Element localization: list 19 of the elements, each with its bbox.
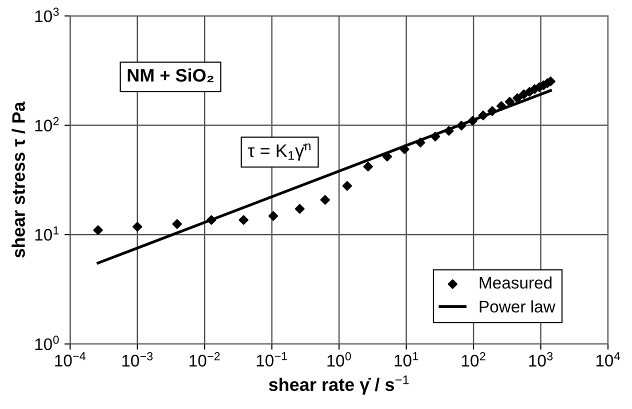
y-tick-label: 10$^{2}$ (35, 116, 59, 132)
x-tick-label: 10$^{1}$ (394, 352, 418, 366)
x-tick-label: 10$^{−3}$ (122, 352, 153, 367)
y-tick-label: 10$^{0}$ (35, 336, 59, 350)
annotation: NM + SiO₂ (128, 68, 214, 82)
legend-label: Measured (480, 276, 552, 289)
x-tick-label: 10$^{2}$ (462, 352, 486, 367)
x-tick-label: 10$^{−1}$ (256, 352, 288, 366)
y-axis-title: shear stress τ / Pa (12, 102, 26, 258)
x-axis-title: shear rate γ̇ / s$^{−1}$ (268, 375, 409, 395)
x-tick-label: 10$^{−4}$ (55, 352, 86, 366)
y-tick-label: 10$^{1}$ (35, 226, 59, 241)
x-tick-label: 10$^{4}$ (596, 352, 620, 366)
y-tick-label: 10$^{3}$ (35, 8, 59, 22)
x-tick-label: 10$^{3}$ (529, 352, 553, 367)
legend-label: Power law (480, 300, 556, 313)
x-tick-label: 10$^{−2}$ (190, 352, 220, 367)
annotation: τ = K$_{1}$γ̇$^{n}$ (248, 143, 310, 161)
x-tick-label: 10$^{0}$ (328, 352, 351, 367)
